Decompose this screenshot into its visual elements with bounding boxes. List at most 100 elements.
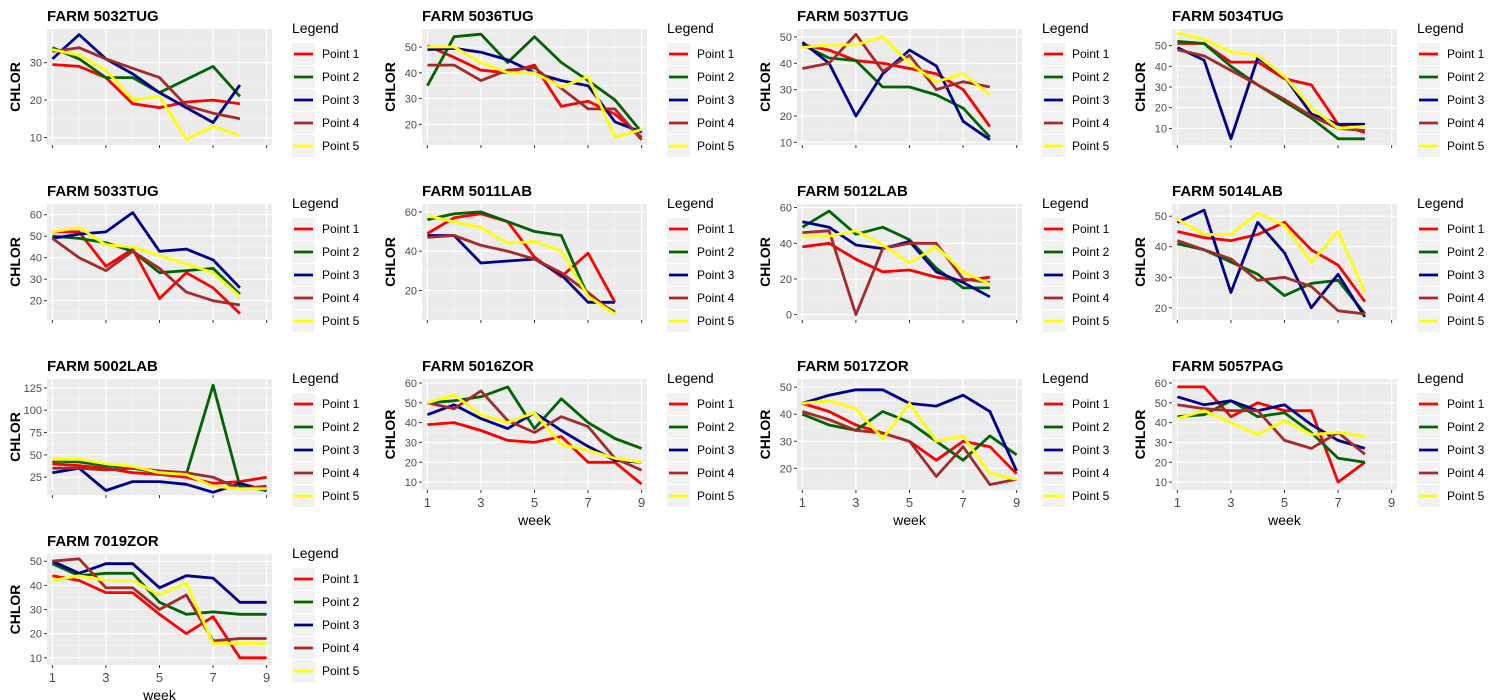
- series-line: [427, 393, 642, 464]
- y-tick-label: 30: [780, 85, 792, 97]
- y-axis-label: CHLOR: [757, 237, 773, 287]
- y-tick-label: 60: [780, 203, 792, 215]
- chart-panel: FARM 5034TUG 10 20 30 40 50 CHLOR Legend Point 1…: [1132, 8, 1485, 157]
- legend-label: Point 4: [1072, 116, 1110, 130]
- y-axis-label: CHLOR: [382, 237, 398, 287]
- y-tick-label: 100: [24, 405, 42, 417]
- legend-label: Point 4: [1072, 466, 1110, 480]
- x-tick-label: 5: [1281, 495, 1288, 510]
- y-axis-label: CHLOR: [757, 62, 773, 112]
- chart-title: FARM 5012LAB: [797, 183, 908, 200]
- series-line: [52, 462, 267, 485]
- legend-title: Legend: [1417, 370, 1464, 386]
- chart-title: FARM 5037TUG: [797, 8, 909, 25]
- series-line: [427, 385, 643, 450]
- legend-title: Legend: [667, 20, 714, 36]
- legend-label: Point 5: [1447, 139, 1485, 153]
- y-tick-label: 10: [30, 653, 42, 665]
- y-tick-label: 20: [1155, 303, 1167, 315]
- legend-label: Point 4: [322, 641, 360, 655]
- y-tick-label: 50: [1155, 211, 1167, 223]
- series-line: [802, 43, 992, 128]
- legend-label: Point 4: [322, 291, 360, 305]
- x-tick-label: 3: [102, 670, 109, 685]
- series-line: [802, 229, 991, 316]
- legend-label: Point 3: [1072, 268, 1110, 282]
- x-tick-label: 9: [263, 670, 270, 685]
- y-tick-label: 20: [405, 119, 417, 131]
- legend-label: Point 4: [697, 116, 735, 130]
- legend-label: Point 1: [322, 572, 360, 586]
- y-tick-label: 50: [1155, 398, 1167, 410]
- chart-panel: FARM 5012LAB 0 20 40 60 CHLOR Legend Point 1 Poi…: [757, 183, 1110, 332]
- legend-label: Point 2: [322, 70, 360, 84]
- y-axis-label: CHLOR: [7, 412, 23, 462]
- series-line: [51, 237, 241, 307]
- legend-label: Point 4: [697, 466, 735, 480]
- y-tick-label: 50: [780, 382, 792, 394]
- legend-label: Point 4: [1447, 291, 1485, 305]
- series-line: [1177, 220, 1367, 303]
- y-tick-label: 20: [30, 629, 42, 641]
- series-line: [801, 410, 1018, 462]
- legend-label: Point 1: [322, 222, 360, 236]
- y-axis-label: CHLOR: [7, 237, 23, 287]
- chart-panel: FARM 5002LAB 25 50 75 100 125 CHLOR Legend Point…: [7, 358, 360, 507]
- legend-label: Point 1: [1072, 222, 1110, 236]
- x-axis-label: week: [517, 512, 552, 528]
- legend-label: Point 1: [1447, 47, 1485, 61]
- x-tick-label: 1: [424, 495, 431, 510]
- y-tick-label: 20: [405, 286, 417, 298]
- series-line: [52, 211, 241, 289]
- legend-label: Point 4: [1447, 116, 1485, 130]
- legend-label: Point 2: [1447, 420, 1485, 434]
- legend-label: Point 1: [322, 397, 360, 411]
- chart-panel: FARM 5037TUG 10 20 30 40 50 CHLOR Legend Point 1…: [757, 8, 1110, 157]
- y-tick-label: 50: [30, 556, 42, 568]
- legend-label: Point 5: [1072, 139, 1110, 153]
- x-tick-label: 7: [1334, 495, 1341, 510]
- legend-label: Point 1: [697, 397, 735, 411]
- series-line: [1177, 403, 1366, 456]
- legend-title: Legend: [292, 545, 339, 561]
- legend-label: Point 2: [697, 420, 735, 434]
- y-tick-label: 30: [405, 437, 417, 449]
- legend-label: Point 2: [322, 245, 360, 259]
- y-tick-label: 10: [405, 477, 417, 489]
- series-line: [52, 466, 267, 491]
- legend-label: Point 2: [1447, 245, 1485, 259]
- series-line: [1176, 211, 1367, 294]
- legend-label: Point 4: [697, 291, 735, 305]
- chart-title: FARM 5057PAG: [1172, 358, 1283, 375]
- legend-label: Point 2: [322, 595, 360, 609]
- series-line: [52, 46, 241, 121]
- legend-label: Point 5: [1072, 314, 1110, 328]
- y-tick-label: 10: [1155, 477, 1167, 489]
- x-tick-label: 3: [852, 495, 859, 510]
- y-tick-label: 50: [30, 231, 42, 243]
- legend-label: Point 2: [1447, 70, 1485, 84]
- series-line: [1177, 409, 1366, 438]
- chart-panel: FARM 7019ZOR 10 20 30 40 50 1 3 5 7 9 CHLOR week Lege…: [7, 533, 360, 700]
- chart-title: FARM 7019ZOR: [47, 533, 159, 550]
- series-line: [52, 234, 241, 296]
- series-line: [1176, 395, 1366, 450]
- series-line: [52, 574, 267, 645]
- y-tick-label: 30: [1155, 437, 1167, 449]
- legend-label: Point 4: [322, 116, 360, 130]
- legend-label: Point 5: [322, 489, 360, 503]
- legend-label: Point 3: [322, 443, 360, 457]
- chart-panel: FARM 5033TUG 20 30 40 50 60 CHLOR Legend Point 1…: [7, 183, 360, 332]
- legend-label: Point 5: [1447, 314, 1485, 328]
- y-tick-label: 0: [786, 310, 792, 322]
- legend-label: Point 3: [1447, 443, 1485, 457]
- series-line: [52, 457, 267, 491]
- y-axis-label: CHLOR: [382, 410, 398, 460]
- y-tick-label: 40: [405, 246, 417, 258]
- legend-label: Point 2: [1072, 245, 1110, 259]
- chart-panel: FARM 5016ZOR 10 20 30 40 50 60 1 3 5 7 9 CHLOR week Le…: [382, 358, 735, 528]
- y-axis-label: CHLOR: [382, 62, 398, 112]
- x-tick-label: 5: [531, 495, 538, 510]
- chart-panel: FARM 5036TUG 20 30 40 50 CHLOR Legend Point 1 Po…: [382, 8, 735, 157]
